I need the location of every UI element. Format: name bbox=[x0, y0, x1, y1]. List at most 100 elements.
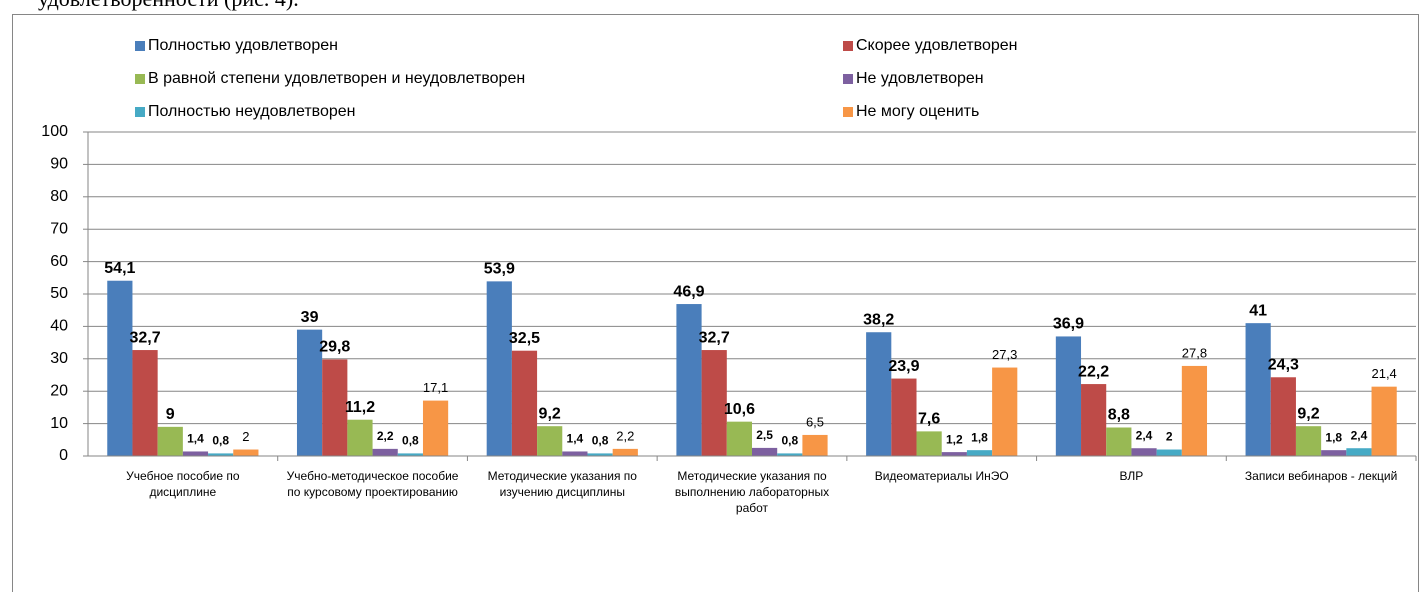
data-label: 53,9 bbox=[484, 261, 515, 278]
data-label: 29,8 bbox=[319, 339, 350, 356]
x-tick-label: Методические указания по изучению дисцип… bbox=[487, 469, 637, 499]
bar bbox=[397, 453, 423, 456]
data-label: 0,8 bbox=[781, 434, 798, 448]
legend-swatch bbox=[843, 41, 853, 51]
bar bbox=[486, 281, 512, 456]
bar bbox=[992, 367, 1018, 456]
bar bbox=[752, 447, 778, 456]
x-tick-label: Методические указания по выполнению лабо… bbox=[674, 469, 830, 515]
page-text: удовлетворенности (рис. 4). bbox=[38, 0, 299, 12]
bar bbox=[157, 426, 183, 456]
bar bbox=[941, 452, 967, 456]
legend-swatch bbox=[135, 107, 145, 117]
bar bbox=[1081, 384, 1107, 456]
y-tick-label: 50 bbox=[50, 285, 68, 302]
x-tick-label: Учебно-методическое пособие по курсовому… bbox=[286, 469, 459, 499]
bar bbox=[587, 453, 613, 456]
bar bbox=[1106, 427, 1132, 456]
data-label: 1,8 bbox=[1325, 430, 1342, 444]
data-label: 21,4 bbox=[1371, 366, 1396, 381]
data-label: 8,8 bbox=[1108, 407, 1130, 424]
bar bbox=[537, 426, 563, 456]
data-label: 39 bbox=[301, 309, 319, 326]
data-label: 2,2 bbox=[616, 428, 634, 443]
x-tick-label: Записи вебинаров - лекций bbox=[1244, 469, 1398, 483]
data-label: 41 bbox=[1249, 302, 1267, 319]
bar bbox=[296, 329, 323, 456]
data-label: 27,8 bbox=[1182, 345, 1207, 360]
y-tick-label: 10 bbox=[50, 415, 68, 432]
data-label: 32,7 bbox=[129, 329, 160, 346]
bar bbox=[182, 451, 209, 456]
bar bbox=[676, 304, 702, 456]
data-label: 2 bbox=[1166, 430, 1173, 444]
data-label: 2,2 bbox=[377, 429, 394, 443]
data-label: 17,1 bbox=[423, 380, 448, 395]
bar bbox=[866, 332, 892, 456]
bar bbox=[701, 350, 727, 456]
data-label: 36,9 bbox=[1053, 316, 1084, 333]
bar bbox=[916, 431, 942, 456]
data-label: 38,2 bbox=[863, 311, 894, 328]
bar bbox=[777, 453, 803, 456]
legend-swatch bbox=[843, 74, 853, 84]
legend-label: В равной степени удовлетворен и неудовле… bbox=[148, 70, 525, 87]
y-tick-label: 20 bbox=[50, 382, 68, 399]
bar bbox=[726, 421, 752, 456]
bar bbox=[233, 449, 259, 456]
data-label: 2,4 bbox=[1136, 428, 1153, 442]
data-label: 2,4 bbox=[1351, 428, 1368, 442]
data-label: 1,4 bbox=[567, 432, 584, 446]
data-label: 0,8 bbox=[402, 434, 419, 448]
data-label: 6,5 bbox=[806, 414, 824, 429]
data-label: 27,3 bbox=[992, 347, 1017, 362]
y-tick-label: 90 bbox=[50, 156, 68, 173]
data-label: 9,2 bbox=[539, 405, 561, 422]
bar bbox=[1131, 448, 1157, 456]
data-label: 2,5 bbox=[756, 428, 773, 442]
bar bbox=[966, 450, 993, 456]
data-label: 10,6 bbox=[724, 401, 755, 418]
bar bbox=[511, 350, 538, 456]
legend-swatch bbox=[135, 74, 145, 84]
data-label: 46,9 bbox=[673, 283, 704, 300]
bar bbox=[1295, 426, 1322, 456]
data-label: 0,8 bbox=[212, 434, 229, 448]
y-tick-label: 60 bbox=[50, 253, 68, 270]
legend-label: Не могу оценить bbox=[856, 103, 979, 120]
data-label: 0,8 bbox=[592, 434, 609, 448]
data-label: 32,5 bbox=[509, 330, 540, 347]
data-label: 11,2 bbox=[345, 399, 375, 416]
data-label: 9 bbox=[166, 406, 175, 423]
data-label: 54,1 bbox=[104, 260, 135, 277]
bar bbox=[132, 350, 158, 456]
data-label: 23,9 bbox=[888, 358, 919, 375]
bar bbox=[107, 280, 133, 456]
y-tick-label: 80 bbox=[50, 188, 68, 205]
data-label: 2 bbox=[242, 429, 249, 444]
bar bbox=[1321, 450, 1347, 456]
y-tick-label: 100 bbox=[41, 123, 68, 140]
bar bbox=[802, 434, 828, 456]
data-label: 22,2 bbox=[1078, 363, 1109, 380]
data-label: 32,7 bbox=[699, 329, 730, 346]
legend-swatch bbox=[843, 107, 853, 117]
legend-label: Полностью неудовлетворен bbox=[148, 103, 356, 120]
bar bbox=[1156, 449, 1182, 456]
bar bbox=[562, 451, 588, 456]
bar bbox=[322, 359, 348, 456]
bar bbox=[1055, 336, 1082, 456]
bar bbox=[422, 400, 449, 456]
x-tick-label: Учебное пособие по дисциплине bbox=[126, 469, 240, 499]
y-tick-label: 30 bbox=[50, 350, 68, 367]
x-tick-label: Видеоматериалы ИнЭО bbox=[874, 469, 1009, 483]
y-tick-label: 0 bbox=[59, 447, 68, 464]
bar bbox=[1346, 448, 1372, 456]
bar bbox=[1181, 365, 1208, 456]
x-tick-label: ВЛР bbox=[1119, 469, 1144, 483]
bar bbox=[347, 419, 373, 456]
bar bbox=[612, 448, 638, 456]
bar bbox=[208, 453, 234, 456]
chart-frame bbox=[12, 14, 1419, 592]
